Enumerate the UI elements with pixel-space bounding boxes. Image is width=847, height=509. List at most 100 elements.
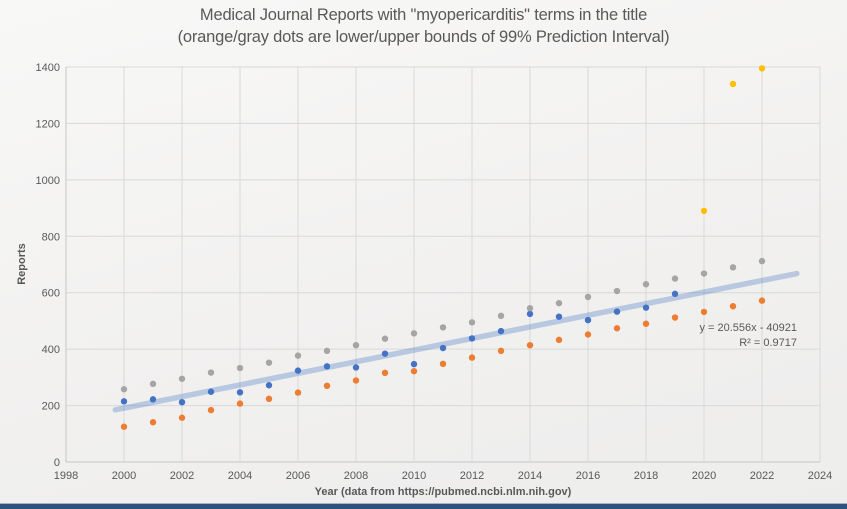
y-tick-label: 1200 [36,118,60,130]
data-point-upper-bound [236,364,244,372]
window-bottom-edge-bar [0,503,847,509]
data-point-lower-bound [236,400,244,407]
data-point-upper-bound [439,324,447,331]
data-point-lower-bound [584,331,592,338]
data-point-lower-bound [294,389,302,396]
chart-title-line1: Medical Journal Reports with "myopericar… [199,6,648,24]
data-point-lower-bound [439,360,447,368]
data-point-actual [120,398,128,405]
data-point-actual [149,396,157,403]
data-point-actual [410,360,418,368]
data-point-upper-bound [294,352,302,359]
data-point-upper-bound [555,299,563,307]
x-tick-label: 2002 [170,470,194,482]
x-tick-label: 1998 [54,470,78,482]
data-point-upper-bound [642,281,650,288]
trendline-r-squared: R² = 0.9717 [739,337,797,349]
y-tick-label: 1400 [36,62,60,74]
data-point-upper-bound [497,312,505,320]
data-point-actual [468,335,476,342]
data-point-lower-bound [352,377,360,384]
data-point-upper-bound [729,264,737,271]
data-point-actual [207,388,215,395]
data-point-actual [642,304,650,311]
data-point-actual [265,382,273,389]
data-point-actual [439,344,447,352]
x-tick-label: 2016 [576,470,600,482]
x-axis-title: Year (data from https://pubmed.ncbi.nlm.… [314,486,572,498]
data-point-upper-bound [584,293,592,301]
data-point-actual [381,350,389,357]
data-point-upper-bound [700,270,708,277]
data-point-lower-bound [526,341,534,349]
x-tick-label: 2004 [228,470,252,482]
trendline-equation: y = 20.556x - 40921 [699,322,797,334]
data-point-lower-bound [700,308,708,316]
data-point-actual [555,313,563,320]
data-point-lower-bound [381,369,389,377]
data-point-lower-bound [149,419,157,426]
x-tick-label: 2010 [402,470,426,482]
x-tick-label: 2022 [750,470,774,482]
x-tick-label: 2014 [518,470,542,482]
x-tick-label: 2024 [808,470,832,482]
data-point-lower-bound [555,336,563,344]
data-point-actual [352,364,360,371]
data-point-actual [526,310,534,318]
data-point-lower-bound [642,320,650,327]
x-tick-label: 2018 [634,470,658,482]
data-point-lower-bound [613,325,621,332]
data-point-actual [497,327,505,335]
data-point-lower-bound [671,314,679,321]
data-point-upper-bound [120,386,128,393]
data-point-lower-bound [497,347,505,355]
data-point-outlier [758,65,766,72]
x-tick-label: 2012 [460,470,484,482]
data-point-upper-bound [149,380,157,388]
y-tick-label: 0 [54,457,60,469]
data-point-upper-bound [352,341,360,349]
y-axis-title: Reports [16,243,28,285]
y-tick-label: 400 [42,344,60,356]
data-point-outlier [700,207,708,215]
x-tick-label: 2000 [112,470,136,482]
data-point-actual [671,290,679,298]
y-tick-label: 1000 [36,175,60,187]
data-point-lower-bound [207,406,215,414]
data-point-lower-bound [120,423,128,430]
x-tick-label: 2020 [692,470,716,482]
y-tick-label: 200 [42,401,60,413]
chart-title-line2: (orange/gray dots are lower/upper bounds… [177,28,670,46]
y-tick-label: 800 [42,231,60,243]
data-point-actual [584,316,592,324]
data-point-lower-bound [323,382,331,390]
trendline-label: y = 20.556x - 40921 R² = 0.9717 [577,321,797,351]
data-point-outlier [729,80,737,88]
data-point-lower-bound [729,303,737,310]
data-point-actual [236,389,244,396]
x-tick-label: 2006 [286,470,310,482]
data-point-upper-bound [265,359,273,366]
data-point-upper-bound [758,257,766,265]
chart-title: Medical Journal Reports with "myopericar… [0,4,847,48]
data-point-lower-bound [178,414,186,421]
data-point-upper-bound [178,375,186,382]
data-point-upper-bound [381,335,389,342]
data-point-actual [178,398,186,406]
data-point-upper-bound [526,305,534,312]
x-tick-label: 2008 [344,470,368,482]
data-point-upper-bound [410,330,418,337]
data-point-lower-bound [410,367,418,375]
data-point-lower-bound [468,354,476,361]
data-point-actual [294,367,302,374]
data-point-upper-bound [468,319,476,326]
data-point-upper-bound [207,369,215,376]
trendline [112,270,800,413]
data-point-actual [613,308,621,315]
data-point-upper-bound [323,347,331,355]
data-point-lower-bound [265,395,273,402]
y-tick-label: 600 [42,288,60,300]
data-point-lower-bound [758,297,766,304]
